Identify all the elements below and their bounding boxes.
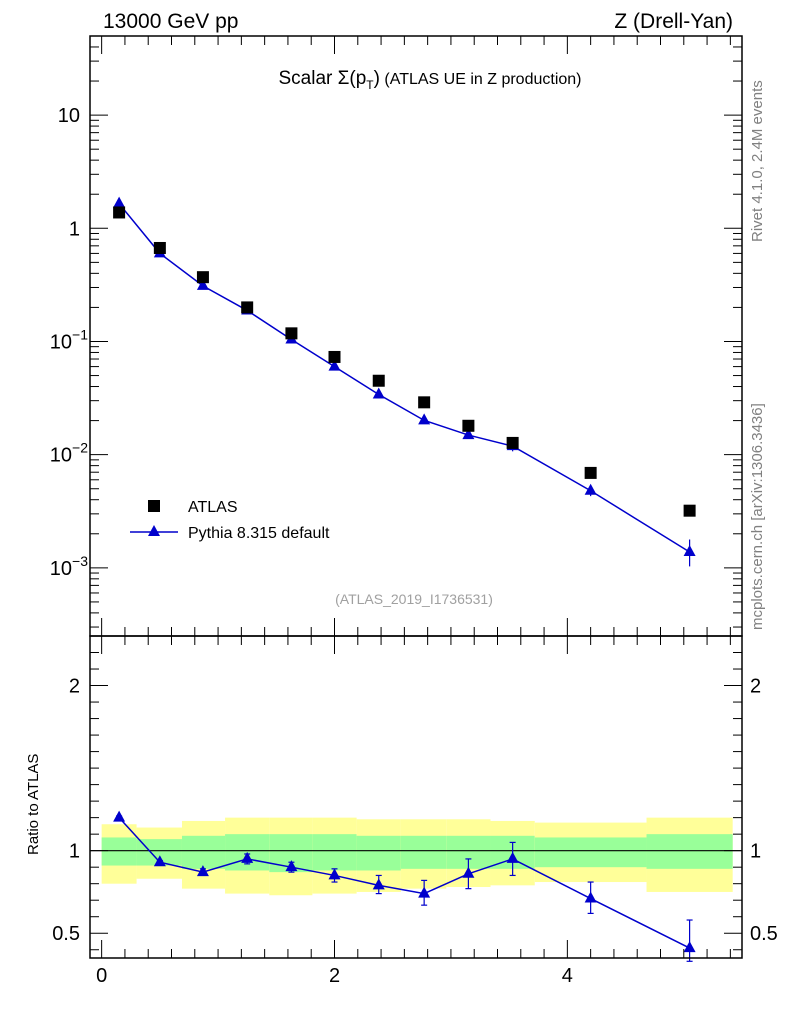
main-ytick-label: 10 — [58, 105, 80, 127]
ratio-ytick-label-left: 2 — [69, 676, 80, 698]
ratio-line — [118, 817, 690, 949]
atlas-point — [506, 436, 519, 449]
header-right-label: Z (Drell-Yan) — [614, 10, 733, 33]
ratio-point — [372, 878, 385, 890]
main-ytick-label: 1 — [69, 218, 80, 240]
main-ytick-label: 10−2 — [50, 440, 88, 467]
atlas-point — [328, 350, 341, 363]
ratio-point — [506, 851, 519, 863]
title-prefix: Scalar — [278, 68, 337, 89]
ratio-point — [584, 891, 597, 903]
ratio-point — [285, 860, 298, 872]
ratio-ytick-label-left: 1 — [69, 841, 80, 863]
atlas-point — [153, 241, 166, 254]
mc-point — [418, 413, 431, 425]
main-panel: Scalar Σ(pT) (ATLAS UE in Z production) … — [50, 35, 743, 637]
ratio-axes: 2 2 1 1 0.5 0.5 0 2 4 — [52, 636, 778, 987]
analysis-label: (ATLAS_2019_I1736531) — [335, 591, 493, 607]
ratio-ytick-label-right: 0.5 — [750, 923, 778, 945]
ratio-point — [196, 865, 209, 877]
mc-point — [462, 428, 475, 440]
ratio-band-green — [181, 835, 226, 869]
atlas-point — [113, 206, 126, 219]
ratio-point — [683, 941, 696, 953]
ratio-ylabel: Ratio to ATLAS — [25, 754, 42, 855]
ratio-band-green — [356, 835, 401, 871]
mc-point — [196, 278, 209, 290]
legend-atlas-label: ATLAS — [188, 499, 238, 516]
ratio-xtick-label: 2 — [329, 965, 340, 987]
ratio-point — [153, 855, 166, 867]
atlas-point — [241, 301, 254, 314]
ratio-point — [241, 851, 254, 863]
atlas-point — [418, 396, 431, 409]
ratio-bands — [101, 817, 733, 896]
ratio-data — [113, 810, 696, 962]
mc-line — [118, 203, 691, 553]
atlas-point — [584, 466, 597, 479]
ratio-panel: 2 2 1 1 0.5 0.5 0 2 4 Ratio to ATLAS — [25, 635, 778, 987]
mc-point — [372, 387, 385, 399]
title-sigma: Σ(p — [338, 68, 367, 89]
atlas-point — [462, 419, 475, 432]
ratio-band-green — [101, 837, 137, 866]
title-subscript: T — [366, 78, 374, 92]
ratio-ytick-label-right: 2 — [750, 676, 761, 698]
title-suffix: (ATLAS UE in Z production) — [380, 71, 582, 88]
plot-title: Scalar Σ(pT) (ATLAS UE in Z production) — [278, 68, 581, 92]
mc-point — [328, 359, 341, 371]
ratio-point — [328, 868, 341, 880]
legend-atlas-marker — [148, 500, 160, 512]
ratio-band-green — [400, 835, 447, 869]
legend-pythia-label: Pythia 8.315 default — [188, 525, 330, 542]
ratio-point — [418, 886, 431, 898]
atlas-point — [372, 374, 385, 387]
main-ytick-label: 10−1 — [50, 326, 88, 353]
ratio-ytick-label-right: 1 — [750, 841, 761, 863]
rivet-label: Rivet 4.1.0, 2.4M events — [749, 80, 766, 242]
ratio-point — [113, 810, 126, 822]
ratio-frame — [89, 635, 743, 959]
mcplots-label: mcplots.cern.ch [arXiv:1306.3436] — [749, 403, 766, 630]
legend-pythia-marker — [148, 525, 160, 536]
atlas-point — [683, 504, 696, 517]
ratio-xtick-label: 4 — [562, 965, 573, 987]
mc-point — [683, 545, 696, 557]
header-left-label: 13000 GeV pp — [103, 10, 238, 33]
atlas-point — [196, 271, 209, 284]
ratio-xtick-label: 0 — [96, 965, 107, 987]
ratio-band-green — [646, 834, 733, 869]
main-ytick-label: 10−3 — [50, 553, 88, 580]
ratio-ytick-label-left: 0.5 — [52, 923, 80, 945]
mc-point — [584, 483, 597, 495]
ratio-band-green — [312, 834, 357, 871]
mc-point — [113, 196, 126, 208]
main-data — [113, 196, 696, 567]
ratio-point — [462, 866, 475, 878]
title-close: ) — [374, 68, 380, 89]
ratio-band-green — [534, 837, 647, 868]
main-frame — [89, 35, 743, 637]
legend: ATLAS Pythia 8.315 default — [130, 499, 330, 542]
main-axes: 10 1 10−1 10−2 10−3 — [50, 35, 742, 636]
atlas-point — [285, 327, 298, 340]
